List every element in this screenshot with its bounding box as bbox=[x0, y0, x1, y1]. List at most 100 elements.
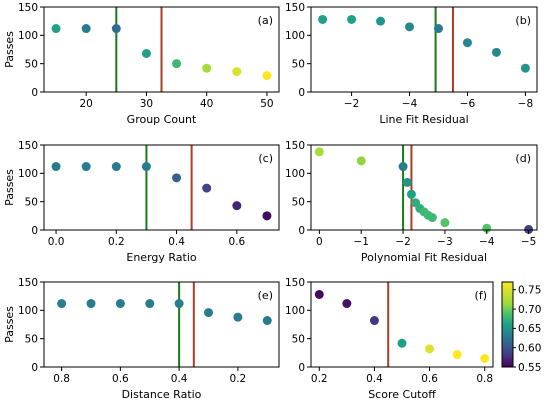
data-point bbox=[314, 289, 324, 299]
x-tick-label: −2 bbox=[344, 98, 359, 110]
x-axis-label: Polynomial Fit Residual bbox=[361, 251, 487, 264]
x-tick-label: 0.8 bbox=[476, 373, 493, 385]
y-tick-label: 100 bbox=[285, 30, 305, 42]
y-tick-label: 150 bbox=[18, 277, 38, 289]
data-point bbox=[406, 189, 416, 199]
data-point bbox=[202, 183, 212, 193]
data-point bbox=[440, 218, 450, 228]
x-tick-label: 0.8 bbox=[53, 373, 70, 385]
data-point bbox=[174, 299, 184, 309]
y-tick-label: 100 bbox=[18, 168, 38, 180]
data-point bbox=[524, 224, 534, 234]
data-point bbox=[462, 38, 472, 48]
data-point bbox=[81, 162, 91, 172]
data-point bbox=[356, 156, 366, 166]
y-tick-label: 0 bbox=[31, 87, 38, 99]
x-tick-label: 30 bbox=[140, 98, 153, 110]
data-point bbox=[262, 211, 272, 221]
y-tick-label: 50 bbox=[25, 333, 38, 345]
panel-label: (e) bbox=[258, 289, 273, 302]
axes-frame bbox=[310, 6, 538, 93]
data-point bbox=[405, 22, 415, 32]
colorbar: 0.55 0.60 0.65 0.70 0.75 bbox=[501, 281, 541, 374]
x-axis-label: Energy Ratio bbox=[126, 251, 197, 264]
colorbar-tick-label: 0.70 bbox=[518, 304, 541, 316]
x-tick-label: 0.6 bbox=[112, 373, 129, 385]
panel-f: 0.2 0.4 0.6 0.8 0 50 100 150 Score Cutoff (f) bbox=[285, 277, 494, 401]
panel-label: (a) bbox=[258, 14, 273, 27]
y-tick-label: 50 bbox=[25, 196, 38, 208]
y-tick-label: 100 bbox=[285, 305, 305, 317]
x-axis-label: Line Fit Residual bbox=[379, 113, 468, 126]
y-tick-label: 100 bbox=[18, 30, 38, 42]
axes-frame bbox=[43, 281, 280, 368]
data-point bbox=[480, 354, 490, 363]
x-tick-label: 0.6 bbox=[421, 373, 438, 385]
y-tick-label: 50 bbox=[292, 196, 305, 208]
data-point bbox=[202, 63, 212, 73]
x-tick-label: 0.0 bbox=[48, 236, 65, 248]
y-tick-label: 0 bbox=[298, 87, 305, 99]
panel-c: 0.0 0.2 0.4 0.6 0 50 100 150 Energy Ratio Passes (… bbox=[3, 140, 280, 264]
axes-frame bbox=[43, 6, 280, 93]
data-point bbox=[452, 350, 462, 360]
data-point bbox=[233, 312, 243, 322]
data-point bbox=[427, 213, 437, 223]
colorbar-tick-label: 0.55 bbox=[518, 362, 541, 374]
y-tick-label: 0 bbox=[298, 362, 305, 374]
y-tick-label: 150 bbox=[285, 277, 305, 289]
data-point bbox=[51, 24, 61, 34]
data-point bbox=[81, 24, 91, 34]
axes-frame bbox=[310, 144, 538, 231]
data-point bbox=[111, 162, 121, 172]
data-point bbox=[369, 316, 379, 326]
data-point bbox=[398, 162, 408, 172]
x-tick-label: −1 bbox=[353, 236, 368, 248]
x-tick-label: 40 bbox=[200, 98, 213, 110]
x-tick-label: −2 bbox=[395, 236, 410, 248]
x-axis-label: Group Count bbox=[127, 113, 197, 126]
data-point bbox=[172, 173, 182, 183]
x-tick-label: 0.4 bbox=[168, 236, 185, 248]
data-point bbox=[402, 177, 412, 187]
axes-frame bbox=[43, 144, 280, 231]
data-point bbox=[318, 14, 328, 24]
data-point bbox=[347, 14, 357, 24]
y-axis-label: Passes bbox=[3, 169, 16, 206]
panel-label: (c) bbox=[258, 152, 273, 165]
data-point bbox=[397, 338, 407, 348]
y-axis-label: Passes bbox=[3, 306, 16, 343]
y-tick-label: 50 bbox=[292, 58, 305, 70]
colorbar-gradient bbox=[501, 281, 514, 368]
y-tick-label: 0 bbox=[31, 362, 38, 374]
y-axis-label: Passes bbox=[3, 31, 16, 68]
x-tick-label: 0.4 bbox=[171, 373, 188, 385]
data-point bbox=[141, 48, 151, 58]
x-axis-label: Score Cutoff bbox=[368, 388, 436, 401]
x-tick-label: 0.2 bbox=[311, 373, 328, 385]
data-point bbox=[520, 63, 530, 73]
colorbar-tick-label: 0.75 bbox=[518, 285, 541, 297]
data-point bbox=[204, 308, 213, 318]
x-tick-label: 0.2 bbox=[230, 373, 247, 385]
panel-label: (d) bbox=[515, 152, 531, 165]
y-tick-label: 50 bbox=[292, 333, 305, 345]
x-tick-label: −4 bbox=[479, 236, 495, 248]
panel-label: (f) bbox=[475, 289, 487, 302]
data-point bbox=[111, 24, 121, 34]
data-point bbox=[314, 147, 324, 157]
colorbar-tick-label: 0.65 bbox=[518, 323, 541, 335]
data-point bbox=[262, 316, 272, 326]
data-point bbox=[115, 299, 125, 309]
y-tick-label: 50 bbox=[25, 58, 38, 70]
data-point bbox=[145, 299, 155, 309]
panel-d: 0 −1 −2 −3 −4 −5 0 50 100 150 Polynomial Fit Resid… bbox=[285, 140, 538, 264]
panel-label: (b) bbox=[515, 14, 531, 27]
y-tick-label: 0 bbox=[31, 225, 38, 237]
x-tick-label: −4 bbox=[402, 98, 418, 110]
data-point bbox=[51, 162, 61, 172]
x-tick-label: 50 bbox=[260, 98, 273, 110]
data-point bbox=[57, 299, 67, 309]
y-tick-label: 150 bbox=[18, 140, 38, 152]
